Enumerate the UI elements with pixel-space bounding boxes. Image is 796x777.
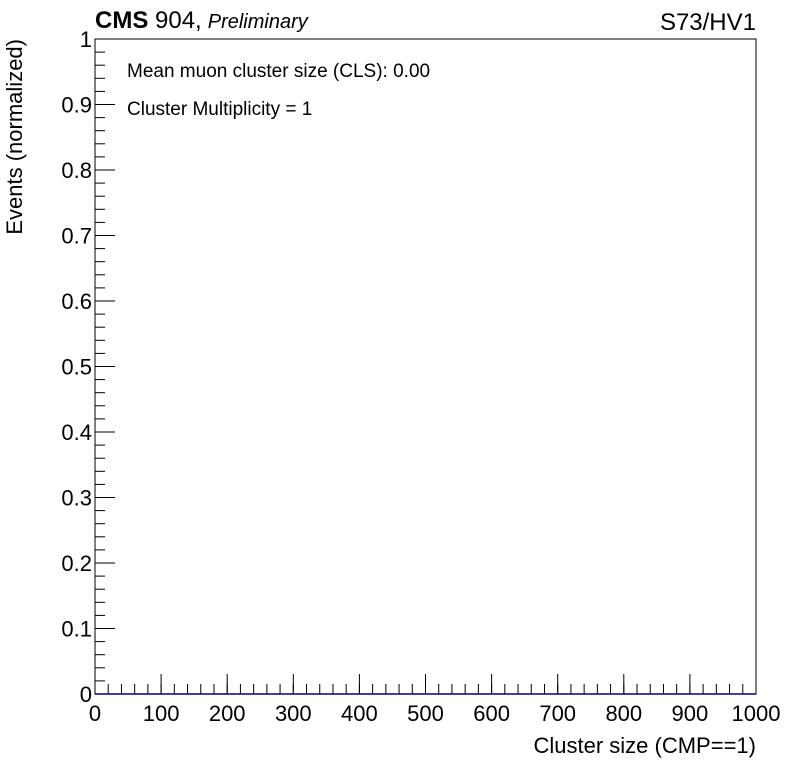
y-tick-label: 0.7	[61, 224, 92, 249]
x-tick-label: 800	[605, 701, 642, 726]
x-tick-label: 400	[341, 701, 378, 726]
x-axis-ticks	[94, 674, 757, 694]
x-axis-title: Cluster size (CMP==1)	[533, 733, 756, 758]
header-label: CMS 904, Preliminary	[95, 7, 309, 34]
y-tick-label: 0.5	[61, 355, 92, 380]
x-tick-label: 300	[275, 701, 312, 726]
x-axis-tick-labels: 0 100 200 300 400 500 600 700 800 900 1000	[89, 701, 781, 726]
y-tick-label: 0.2	[61, 551, 92, 576]
x-tick-label: 500	[407, 701, 444, 726]
y-tick-label: 0	[80, 682, 92, 707]
x-tick-label: 600	[473, 701, 510, 726]
y-axis-tick-labels: 0 0.1 0.2 0.3 0.4 0.5 0.6 0.7 0.8 0.9 1	[61, 27, 92, 707]
x-tick-label: 700	[539, 701, 576, 726]
header-status: Preliminary	[208, 11, 309, 33]
x-tick-label: 0	[89, 701, 101, 726]
y-tick-label: 0.3	[61, 486, 92, 511]
cluster-multiplicity-annotation: Cluster Multiplicity = 1	[127, 99, 312, 120]
x-tick-label: 1000	[732, 701, 781, 726]
y-tick-label: 1	[80, 27, 92, 52]
y-axis-ticks	[95, 38, 115, 695]
x-tick-label: 900	[672, 701, 709, 726]
x-tick-label: 200	[209, 701, 246, 726]
y-tick-label: 0.8	[61, 158, 92, 183]
x-tick-label: 100	[143, 701, 180, 726]
y-tick-label: 0.6	[61, 289, 92, 314]
y-tick-label: 0.1	[61, 617, 92, 642]
header-facility: 904,	[148, 7, 201, 34]
header-experiment: CMS	[95, 7, 148, 34]
y-tick-label: 0.4	[61, 420, 92, 445]
mean-cls-annotation: Mean muon cluster size (CLS): 0.00	[127, 61, 430, 82]
header-tag: S73/HV1	[660, 9, 756, 36]
y-axis-title: Events (normalized)	[2, 39, 27, 235]
y-tick-label: 0.9	[61, 93, 92, 118]
